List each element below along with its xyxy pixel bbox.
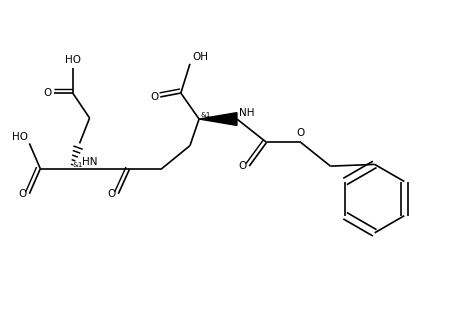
Polygon shape — [199, 113, 237, 125]
Text: O: O — [150, 92, 158, 102]
Text: HN: HN — [82, 157, 98, 167]
Text: &1: &1 — [201, 112, 211, 118]
Text: HO: HO — [65, 55, 81, 65]
Text: OH: OH — [192, 52, 208, 62]
Text: NH: NH — [239, 108, 254, 118]
Text: O: O — [297, 128, 305, 138]
Text: O: O — [43, 88, 52, 98]
Text: HO: HO — [12, 132, 28, 142]
Text: &1: &1 — [72, 162, 83, 168]
Text: O: O — [108, 189, 116, 199]
Text: O: O — [239, 161, 247, 171]
Text: O: O — [19, 189, 27, 199]
